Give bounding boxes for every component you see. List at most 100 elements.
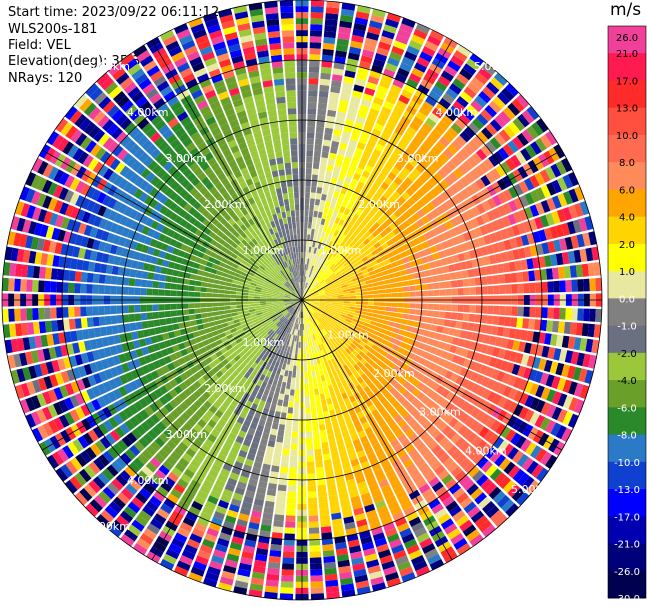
velocity-gate <box>370 260 378 267</box>
velocity-gate <box>350 551 363 560</box>
velocity-gate <box>411 555 425 566</box>
velocity-gate <box>434 332 442 341</box>
velocity-gate <box>346 238 353 246</box>
velocity-gate <box>176 309 183 316</box>
velocity-gate <box>320 280 326 286</box>
velocity-gate <box>287 314 292 320</box>
velocity-gate <box>194 522 207 533</box>
velocity-gate <box>316 286 323 291</box>
velocity-gate <box>492 242 501 253</box>
velocity-gate <box>212 484 224 494</box>
velocity-gate <box>411 222 420 231</box>
velocity-gate <box>383 68 396 78</box>
velocity-gate <box>339 352 346 360</box>
velocity-gate <box>40 253 49 266</box>
velocity-gate <box>205 409 214 419</box>
velocity-gate <box>332 370 338 378</box>
velocity-gate <box>102 450 115 463</box>
velocity-gate <box>456 96 469 108</box>
velocity-gate <box>507 213 517 225</box>
velocity-gate <box>332 524 344 532</box>
velocity-gate <box>247 527 259 536</box>
velocity-gate <box>322 251 328 258</box>
velocity-gate <box>459 496 473 509</box>
velocity-gate <box>246 274 254 280</box>
velocity-gate <box>402 280 409 287</box>
velocity-gate <box>127 341 135 351</box>
velocity-gate <box>191 344 199 352</box>
velocity-gate <box>426 338 435 346</box>
velocity-gate <box>336 211 343 219</box>
velocity-gate <box>341 87 352 96</box>
velocity-gate <box>189 314 196 321</box>
velocity-gate <box>431 317 439 325</box>
velocity-gate <box>131 331 139 340</box>
velocity-gate <box>345 441 354 450</box>
velocity-gate <box>251 467 261 475</box>
velocity-gate <box>206 261 214 268</box>
velocity-gate <box>230 351 238 359</box>
velocity-gate <box>93 495 107 509</box>
velocity-gate <box>308 309 313 315</box>
velocity-gate <box>411 522 425 533</box>
velocity-gate <box>98 454 110 467</box>
velocity-gate <box>166 324 174 332</box>
velocity-gate <box>331 265 337 271</box>
velocity-gate <box>199 404 208 414</box>
velocity-gate <box>364 553 378 563</box>
velocity-gate <box>131 519 145 532</box>
velocity-gate <box>489 468 502 481</box>
velocity-gate <box>58 332 66 344</box>
velocity-gate <box>258 481 268 489</box>
velocity-gate <box>360 365 368 373</box>
velocity-gate <box>119 333 127 343</box>
velocity-gate <box>328 271 334 277</box>
velocity-gate <box>459 457 472 470</box>
velocity-gate <box>170 310 177 317</box>
velocity-gate <box>182 291 189 297</box>
velocity-gate <box>354 326 362 332</box>
velocity-gate <box>304 198 310 205</box>
velocity-gate <box>386 577 401 588</box>
velocity-gate <box>128 278 136 287</box>
velocity-gate <box>358 278 366 283</box>
velocity-gate <box>308 246 312 253</box>
velocity-gate <box>179 522 193 533</box>
velocity-gate <box>577 279 584 292</box>
velocity-gate <box>338 265 345 271</box>
velocity-gate <box>526 480 540 494</box>
velocity-gate <box>170 451 181 462</box>
velocity-gate <box>372 378 381 387</box>
velocity-gate <box>309 285 314 291</box>
velocity-gate <box>291 294 297 298</box>
velocity-gate <box>223 351 231 359</box>
velocity-gate <box>258 318 265 323</box>
velocity-gate <box>121 227 130 238</box>
velocity-gate <box>344 416 352 425</box>
velocity-gate <box>350 343 357 350</box>
velocity-gate <box>331 297 338 300</box>
velocity-gate <box>421 543 436 554</box>
velocity-gate <box>307 359 311 366</box>
velocity-gate <box>211 366 220 374</box>
velocity-gate <box>256 284 263 288</box>
velocity-gate <box>374 414 384 423</box>
velocity-gate <box>384 200 393 209</box>
velocity-gate <box>220 414 230 423</box>
velocity-gate <box>172 247 180 256</box>
velocity-gate <box>329 255 335 262</box>
velocity-gate <box>454 346 463 356</box>
velocity-gate <box>399 269 407 276</box>
velocity-gate <box>390 479 402 490</box>
velocity-gate <box>321 399 327 407</box>
velocity-gate <box>201 276 209 283</box>
velocity-gate <box>298 323 300 330</box>
velocity-gate <box>314 274 319 281</box>
velocity-gate <box>470 407 481 419</box>
velocity-gate <box>408 39 423 51</box>
velocity-gate <box>112 234 121 245</box>
velocity-gate <box>153 273 161 281</box>
velocity-gate <box>472 117 485 130</box>
velocity-gate <box>284 295 291 298</box>
velocity-gate <box>314 204 320 212</box>
